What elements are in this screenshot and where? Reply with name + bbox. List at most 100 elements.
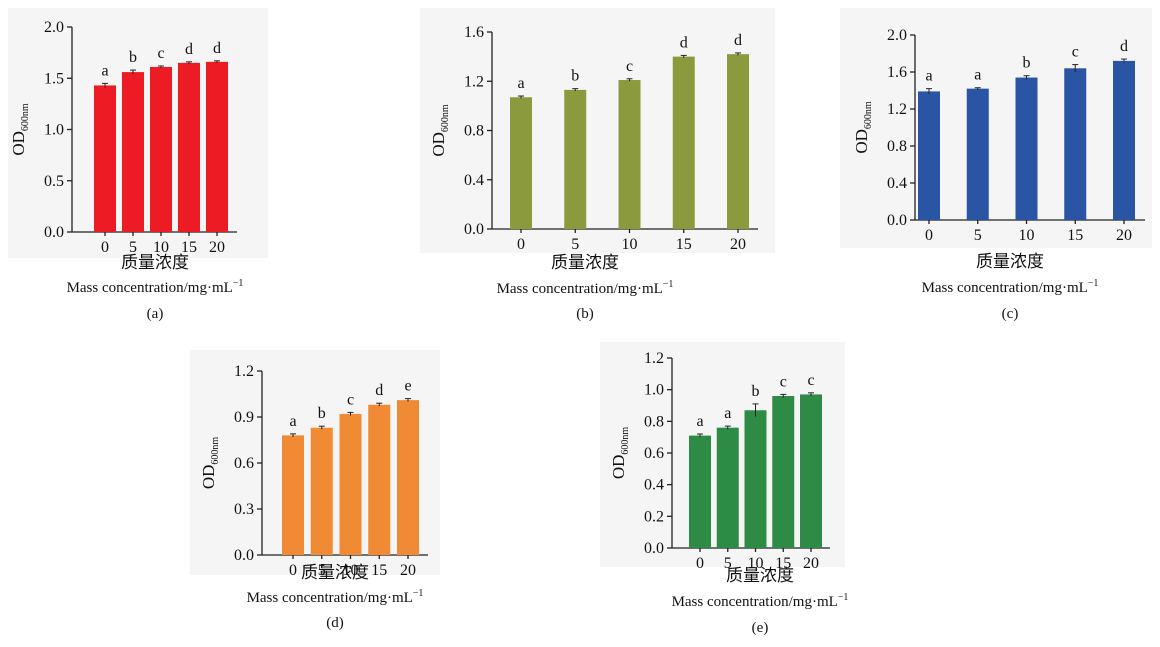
x-tick-label: 0 [925, 227, 933, 244]
x-axis-title-cn: 质量浓度 [121, 253, 189, 272]
y-tick-label: 1.0 [644, 382, 664, 399]
x-tick-label: 20 [209, 239, 225, 256]
x-axis-title-en: Mass concentration/mg·mL−1 [247, 588, 424, 606]
x-axis-title-cn: 质量浓度 [301, 563, 369, 582]
x-tick-label: 20 [730, 236, 746, 253]
significance-letter: d [185, 41, 193, 58]
y-tick-label: 1.6 [464, 24, 484, 41]
x-axis-title-en-sup: −1 [663, 279, 674, 290]
y-axis-title-main: OD [9, 131, 28, 156]
bar [1064, 68, 1087, 220]
significance-letter: b [571, 68, 579, 85]
y-tick-label: 1.0 [44, 122, 64, 139]
significance-letter: d [680, 34, 688, 51]
bar [966, 88, 989, 221]
panel-label: (a) [147, 306, 164, 322]
y-tick-label: 0.4 [464, 172, 484, 189]
y-tick-label: 0.0 [464, 221, 484, 238]
y-tick-label: 0.0 [234, 547, 254, 564]
y-tick-label: 1.5 [44, 70, 64, 87]
bar [800, 394, 822, 548]
significance-letter: c [807, 372, 814, 389]
x-tick-label: 10 [622, 236, 638, 253]
x-axis-title-en-main: Mass concentration/mg·mL [672, 594, 838, 610]
x-tick-label: 10 [343, 562, 359, 579]
x-tick-label: 15 [1067, 227, 1083, 244]
y-tick-label: 0.0 [644, 540, 664, 557]
x-axis-title-en-sup: −1 [1088, 278, 1099, 289]
x-tick-label: 20 [803, 555, 819, 572]
bar [150, 66, 172, 232]
x-tick-label: 10 [1019, 227, 1035, 244]
panel-label: (b) [576, 306, 594, 322]
x-axis-title-en-sup: −1 [233, 278, 244, 289]
y-tick-label: 0.3 [234, 501, 254, 518]
bar [1113, 60, 1135, 221]
bar [918, 91, 940, 220]
significance-letter: a [289, 413, 296, 430]
y-tick-label: 1.6 [887, 64, 907, 81]
significance-letter: d [375, 382, 383, 399]
y-tick-label: 0.8 [887, 138, 907, 155]
x-axis-title-en-sup: −1 [413, 588, 424, 599]
x-axis-title-en-main: Mass concentration/mg·mL [922, 280, 1088, 296]
bar [672, 56, 695, 229]
bar [178, 62, 200, 232]
y-axis-title-sub: 600nm [210, 437, 221, 465]
y-tick-label: 2.0 [44, 19, 64, 36]
y-axis-title: OD600nm [429, 104, 451, 157]
x-tick-label: 5 [571, 236, 579, 253]
y-tick-label: 0.0 [887, 212, 907, 229]
x-tick-label: 0 [289, 562, 297, 579]
y-axis-title-main: OD [429, 132, 448, 157]
x-tick-label: 5 [318, 562, 326, 579]
x-tick-label: 15 [775, 555, 791, 572]
y-tick-label: 0.2 [644, 508, 664, 525]
x-tick-label: 0 [517, 236, 525, 253]
bar [206, 61, 228, 232]
bar [716, 427, 739, 548]
significance-letter: c [1072, 44, 1079, 61]
x-axis-title-en-main: Mass concentration/mg·mL [497, 281, 663, 297]
significance-letter: b [129, 49, 137, 66]
panel-label: (c) [1002, 306, 1019, 322]
bar [744, 410, 767, 548]
y-tick-label: 0.5 [44, 173, 64, 190]
panel-label: (e) [752, 620, 769, 636]
significance-letter: d [734, 32, 742, 49]
y-axis-title: OD600nm [852, 101, 874, 154]
significance-letter: a [724, 405, 731, 422]
y-axis-title: OD600nm [199, 437, 221, 490]
bar [727, 54, 749, 229]
y-tick-label: 0.4 [644, 477, 664, 494]
significance-letter: b [1023, 55, 1031, 72]
bar [282, 435, 304, 555]
significance-letter: c [347, 391, 354, 408]
y-axis-title-sub: 600nm [620, 427, 631, 455]
significance-letter: a [101, 62, 108, 79]
x-axis-title-en-main: Mass concentration/mg·mL [67, 280, 233, 296]
x-tick-label: 15 [371, 562, 387, 579]
y-tick-label: 2.0 [887, 27, 907, 44]
y-tick-label: 0.8 [464, 123, 484, 140]
y-axis-title-sub: 600nm [20, 103, 31, 131]
y-axis-title-main: OD [199, 465, 218, 490]
y-axis-title-main: OD [609, 455, 628, 480]
significance-letter: a [974, 67, 981, 84]
bar [564, 89, 587, 230]
bar [1015, 77, 1038, 220]
x-axis-title-en-sup: −1 [838, 592, 849, 603]
significance-letter: b [318, 405, 326, 422]
bar [122, 72, 144, 232]
bar [510, 97, 532, 229]
x-tick-label: 20 [400, 562, 416, 579]
x-tick-label: 5 [724, 555, 732, 572]
bar [618, 80, 641, 229]
x-tick-label: 15 [181, 239, 197, 256]
significance-letter: c [157, 45, 164, 62]
x-axis-title-en-main: Mass concentration/mg·mL [247, 590, 413, 606]
x-axis-title-cn: 质量浓度 [551, 253, 619, 272]
y-axis-title: OD600nm [9, 103, 31, 156]
significance-letter: d [1120, 38, 1128, 55]
